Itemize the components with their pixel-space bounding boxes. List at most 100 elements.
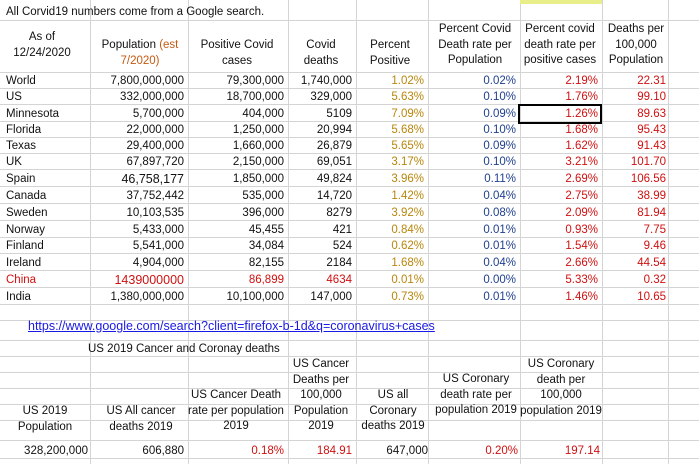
table-cell-dp[interactable]: 0.08%	[483, 207, 516, 219]
header-deaths-per-100k[interactable]: Deaths per 100,000 Population	[607, 23, 665, 66]
table-cell-dpc[interactable]: 1.76%	[565, 91, 598, 103]
table-cell-pp[interactable]: 3.92%	[391, 207, 424, 219]
table-cell-deaths[interactable]: 524	[332, 240, 352, 252]
table-cell-pp[interactable]: 5.63%	[391, 91, 424, 103]
table-cell-dpc[interactable]: 1.46%	[565, 291, 598, 303]
table-cell-pp[interactable]: 0.73%	[391, 291, 424, 303]
table-cell-deaths[interactable]: 421	[332, 224, 352, 236]
table-cell-dp[interactable]: 0.01%	[483, 240, 516, 252]
value-coronary-death-rate[interactable]: 0.20%	[485, 445, 518, 457]
table-cell-pp[interactable]: 3.17%	[391, 156, 424, 168]
table-cell-dpc[interactable]: 2.66%	[565, 257, 598, 269]
table-cell-pop[interactable]: 37,752,442	[126, 190, 184, 202]
source-note[interactable]: All Corvid19 numbers come from a Google …	[6, 6, 265, 18]
table-cell-deaths[interactable]: 26,879	[316, 140, 352, 152]
table-cell-pos[interactable]: 34,084	[248, 240, 284, 252]
table-cell-pos[interactable]: 404,000	[242, 108, 284, 120]
table-cell-k[interactable]: 81.94	[637, 207, 666, 219]
table-cell-deaths[interactable]: 8279	[326, 207, 352, 219]
table-cell-pp[interactable]: 1.42%	[391, 190, 424, 202]
table-cell-deaths[interactable]: 2184	[326, 257, 352, 269]
table-cell-pp[interactable]: 5.65%	[391, 140, 424, 152]
table-cell-dpc[interactable]: 2.09%	[565, 207, 598, 219]
table-cell-pp[interactable]: 3.96%	[391, 173, 424, 185]
table-cell-deaths[interactable]: 5109	[326, 108, 352, 120]
table-cell-pp[interactable]: 0.01%	[391, 274, 424, 286]
table-cell-pp[interactable]: 5.68%	[391, 124, 424, 136]
table-cell-k[interactable]: 38.99	[637, 190, 666, 202]
table-cell-dpc[interactable]: 5.33%	[565, 274, 598, 286]
value-cancer-per-100k[interactable]: 184.91	[316, 445, 352, 457]
row-label[interactable]: Canada	[6, 190, 47, 202]
row-label[interactable]: Texas	[6, 140, 37, 152]
row-label[interactable]: China	[6, 274, 37, 286]
row-label[interactable]: Florida	[6, 124, 42, 136]
table-cell-k[interactable]: 9.46	[643, 240, 666, 252]
table-cell-deaths[interactable]: 14,720	[316, 190, 352, 202]
table-cell-deaths[interactable]: 147,000	[310, 291, 352, 303]
header-percent-positive[interactable]: Percent Positive	[369, 39, 411, 67]
table-cell-dp[interactable]: 0.04%	[483, 190, 516, 202]
as-of-date[interactable]: As of 12/24/2020	[13, 31, 71, 59]
table-cell-pos[interactable]: 86,899	[248, 274, 284, 286]
table-cell-deaths[interactable]: 69,051	[316, 156, 352, 168]
table-cell-pop[interactable]: 332,000,000	[120, 91, 184, 103]
table-cell-pos[interactable]: 18,700,000	[226, 91, 284, 103]
table-cell-pop[interactable]: 1439000000	[114, 273, 184, 287]
table-cell-dp[interactable]: 0.09%	[483, 108, 516, 120]
value-us-population-2019[interactable]: 328,200,000	[24, 445, 88, 457]
header-cancer-per-100k[interactable]: US Cancer Deaths per 100,000 Population …	[292, 358, 350, 432]
table-cell-dp[interactable]: 0.10%	[483, 91, 516, 103]
selected-cell[interactable]	[518, 104, 602, 124]
table-cell-pop[interactable]: 22,000,000	[126, 124, 184, 136]
table-cell-pos[interactable]: 45,455	[248, 224, 284, 236]
table-cell-pos[interactable]: 1,660,000	[232, 140, 284, 152]
table-cell-dpc[interactable]: 1.54%	[565, 240, 598, 252]
table-cell-pp[interactable]: 0.84%	[391, 224, 424, 236]
value-cancer-death-rate[interactable]: 0.18%	[251, 445, 284, 457]
table-cell-dpc[interactable]: 1.62%	[565, 140, 598, 152]
row-label[interactable]: Ireland	[6, 257, 42, 269]
table-cell-dpc[interactable]: 1.68%	[565, 124, 598, 136]
table-cell-dpc[interactable]: 1.26%	[565, 108, 598, 120]
table-cell-pos[interactable]: 2,150,000	[232, 156, 284, 168]
value-us-cancer-deaths[interactable]: 606,880	[142, 445, 184, 457]
table-cell-dp[interactable]: 0.10%	[483, 156, 516, 168]
row-label[interactable]: US	[6, 91, 22, 103]
table-cell-pp[interactable]: 1.68%	[391, 257, 424, 269]
cancer-section-title[interactable]: US 2019 Cancer and Coronay deaths	[88, 343, 280, 355]
table-cell-dp[interactable]: 0.11%	[484, 173, 516, 185]
row-label[interactable]: Minnesota	[6, 108, 60, 120]
table-cell-dpc[interactable]: 2.19%	[565, 75, 598, 87]
table-cell-k[interactable]: 95.43	[637, 124, 666, 136]
table-cell-k[interactable]: 101.70	[630, 156, 666, 168]
table-cell-dp[interactable]: 0.02%	[483, 75, 516, 87]
table-cell-pop[interactable]: 7,800,000,000	[110, 75, 184, 87]
table-cell-deaths[interactable]: 49,824	[316, 173, 352, 185]
table-cell-pop[interactable]: 1,380,000,000	[110, 291, 184, 303]
table-cell-pos[interactable]: 79,300,000	[226, 75, 284, 87]
table-cell-pop[interactable]: 10,103,535	[126, 207, 184, 219]
table-cell-pos[interactable]: 10,100,000	[226, 291, 284, 303]
table-cell-deaths[interactable]: 20,994	[316, 124, 352, 136]
table-cell-dpc[interactable]: 2.75%	[565, 190, 598, 202]
header-positive-cases[interactable]: Positive Covid cases	[200, 39, 274, 67]
header-us-coronary-deaths[interactable]: US all Coronary deaths 2019	[361, 389, 425, 432]
table-cell-dpc[interactable]: 2.69%	[565, 173, 598, 185]
table-cell-dp[interactable]: 0.01%	[483, 291, 516, 303]
table-cell-dp[interactable]: 0.00%	[483, 274, 516, 286]
table-cell-dp[interactable]: 0.01%	[483, 224, 516, 236]
row-label[interactable]: World	[6, 75, 36, 87]
table-cell-k[interactable]: 89.63	[637, 108, 666, 120]
google-search-link[interactable]: https://www.google.com/search?client=fir…	[28, 319, 435, 333]
table-cell-deaths[interactable]: 1,740,000	[300, 75, 352, 87]
table-cell-pop[interactable]: 67,897,720	[126, 156, 184, 168]
table-cell-dp[interactable]: 0.04%	[483, 257, 516, 269]
row-label[interactable]: Finland	[6, 240, 44, 252]
header-population[interactable]: Population (est 7/2020)	[92, 38, 188, 69]
table-cell-pop[interactable]: 46,758,177	[121, 172, 184, 186]
table-cell-k[interactable]: 7.75	[643, 224, 666, 236]
table-cell-pos[interactable]: 396,000	[242, 207, 284, 219]
table-cell-dpc[interactable]: 0.93%	[565, 224, 598, 236]
table-cell-k[interactable]: 10.65	[637, 291, 666, 303]
